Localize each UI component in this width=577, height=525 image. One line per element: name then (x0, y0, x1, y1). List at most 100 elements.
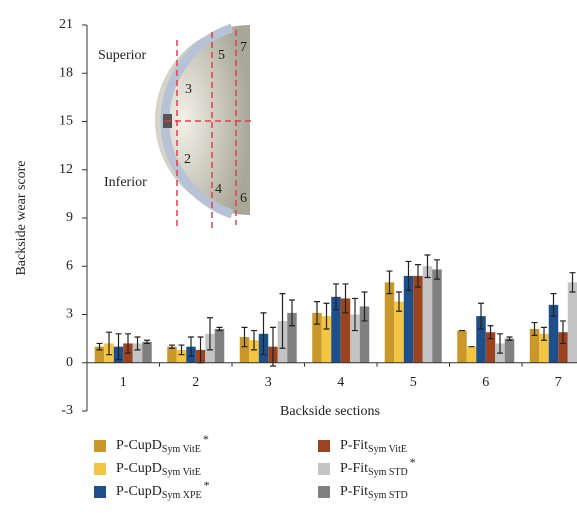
error-bar (96, 342, 103, 351)
legend-label: P-CupDSym VitE (116, 461, 201, 478)
inset-label: 3 (185, 82, 192, 97)
error-bar (260, 312, 267, 356)
legend-swatch (94, 486, 106, 498)
error-bar (386, 270, 393, 295)
error-bar (424, 254, 431, 279)
error-bar (342, 283, 349, 314)
bar (504, 338, 515, 363)
legend-swatch (318, 486, 330, 498)
y-tick-label: 18 (59, 65, 73, 80)
x-tick-label: 5 (410, 375, 417, 390)
x-tick-label: 1 (120, 375, 127, 390)
bar (94, 346, 105, 363)
bar (384, 282, 395, 363)
bar (312, 312, 322, 363)
y-axis-title: Backside wear score (14, 160, 29, 275)
error-bar (125, 333, 131, 354)
legend-subscript: Sym VitE (162, 467, 201, 478)
bar (403, 275, 414, 363)
error-bar (497, 333, 503, 354)
y-tick-label: 9 (66, 210, 73, 225)
error-bar (541, 326, 547, 341)
error-bar (178, 344, 185, 356)
bar (239, 337, 250, 363)
legend-subscript: Sym VitE (368, 444, 407, 455)
bar (340, 298, 351, 363)
bar (249, 340, 259, 363)
error-bar (550, 292, 557, 317)
inset-label: 2 (184, 152, 191, 167)
legend-name: P-CupD (116, 438, 162, 453)
legend-marker: * (410, 455, 416, 469)
y-tick-label: 15 (59, 114, 73, 129)
error-bar (352, 297, 358, 332)
error-bar (531, 321, 538, 337)
x-axis-title: Backside sections (280, 404, 380, 419)
legend-swatch (318, 440, 330, 452)
bar (567, 282, 577, 363)
bar (529, 328, 540, 363)
y-tick-label: 6 (66, 258, 73, 273)
error-bar (279, 292, 286, 349)
error-bar (396, 291, 402, 312)
y-tick-label: 21 (59, 17, 73, 32)
bar (321, 316, 332, 363)
inset-label: Superior (98, 48, 147, 63)
y-tick-label: -3 (61, 403, 73, 418)
bar (432, 269, 442, 363)
y-tick-label: 3 (66, 307, 73, 322)
error-bar (314, 301, 320, 325)
error-bar (169, 344, 175, 349)
error-bar (323, 302, 330, 330)
y-tick-label: 0 (66, 355, 73, 370)
inset-diagram: Superior Inferior 2 3 4 5 6 7 (98, 23, 252, 228)
legend-name: P-CupD (116, 461, 162, 476)
legend-marker: * (203, 432, 209, 446)
error-bar (106, 331, 112, 356)
bar (539, 333, 549, 363)
error-bar (361, 291, 368, 322)
legend-subscript: Sym XPE (162, 490, 202, 501)
legend-marker: * (204, 478, 210, 492)
legend-label: P-CupDSym XPE* (116, 478, 210, 502)
bar (422, 266, 433, 363)
legend-subscript: Sym STD (368, 467, 408, 478)
bar (476, 316, 486, 363)
error-bar (405, 260, 412, 291)
bar (558, 332, 568, 363)
error-bar (434, 259, 440, 280)
error-bar (569, 272, 576, 293)
legend-swatch (318, 463, 330, 475)
error-bar (241, 326, 248, 348)
error-bar (289, 299, 295, 327)
legend-name: P-CupD (116, 484, 162, 499)
inset-label: 7 (240, 40, 247, 55)
error-bar (144, 339, 150, 345)
error-bar (270, 326, 276, 367)
legend-subscript: Sym VitE (162, 444, 201, 455)
bar (142, 341, 152, 363)
bar (331, 296, 341, 363)
error-bar (487, 325, 494, 340)
error-bar (478, 302, 484, 330)
bar (132, 343, 143, 363)
inset-label: 5 (218, 48, 225, 63)
error-bar (560, 320, 566, 345)
bar (287, 312, 297, 363)
legend-label: P-FitSym VitE (340, 438, 407, 455)
x-tick-label: 4 (337, 375, 344, 390)
bar (176, 349, 187, 363)
legend-label: P-FitSym STD (340, 484, 408, 501)
error-bar (415, 264, 421, 288)
legend-label: P-FitSym STD* (340, 455, 416, 479)
legend-label: P-CupDSym VitE* (116, 432, 209, 456)
bar (350, 314, 360, 363)
error-bar (333, 283, 339, 311)
x-tick-label: 6 (482, 375, 489, 390)
bar (413, 275, 423, 363)
bar (466, 346, 477, 363)
x-tick-label: 3 (265, 375, 272, 390)
bar (548, 304, 559, 363)
inset-label: 4 (215, 182, 222, 197)
